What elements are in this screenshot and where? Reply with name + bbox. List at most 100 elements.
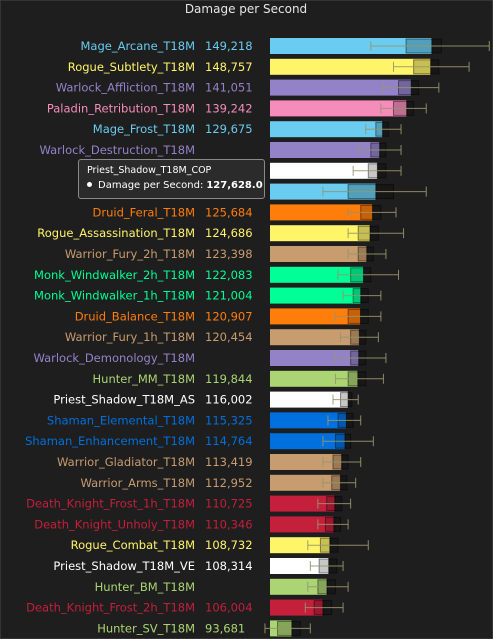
- value-label: 119,844: [205, 372, 253, 386]
- bar-row[interactable]: Death_Knight_Unholy_T18M 110,346: [34, 516, 349, 533]
- value-label: 120,907: [205, 309, 253, 323]
- bar-row[interactable]: Shaman_Enhancement_T18M 114,764: [25, 433, 374, 450]
- bar: [270, 204, 373, 221]
- category-label: Priest_Shadow_T18M_VE: [53, 559, 195, 573]
- category-label: Monk_Windwalker_1h_T18M: [34, 289, 195, 303]
- value-label: 93,681: [205, 621, 245, 635]
- bar: [270, 266, 364, 283]
- bar: [270, 79, 412, 96]
- bar-row[interactable]: Rogue_Assassination_T18M 124,686: [37, 225, 405, 242]
- bar-row[interactable]: Warrior_Gladiator_T18M 113,419: [57, 454, 362, 470]
- category-label: Death_Knight_Frost_1h_T18M: [26, 497, 195, 511]
- value-label: 120,454: [205, 330, 253, 344]
- category-label: Druid_Feral_T18M: [93, 205, 195, 219]
- bar-row[interactable]: Paladin_Retribution_T18M 139,242: [47, 100, 427, 117]
- bar: [270, 454, 342, 470]
- category-label: Death_Knight_Unholy_T18M: [34, 517, 195, 531]
- bar-row[interactable]: Druid_Balance_T18M 120,907: [75, 308, 382, 325]
- value-label: 124,686: [205, 226, 253, 240]
- category-label: Monk_Windwalker_2h_T18M: [34, 268, 195, 282]
- bar-row[interactable]: Hunter_MM_T18M 119,844: [93, 370, 384, 387]
- bar: [270, 433, 346, 450]
- bar: [270, 225, 371, 242]
- tooltip: Priest_Shadow_T18M_COP Damage per Second…: [78, 159, 265, 199]
- value-label: 148,757: [205, 60, 253, 74]
- bar-row[interactable]: Warrior_Fury_1h_T18M 120,454: [65, 329, 379, 346]
- bar-row[interactable]: Hunter_SV_T18M 93,681: [97, 620, 311, 637]
- category-label: Warlock_Demonology_T18M: [33, 351, 195, 365]
- bar-row[interactable]: Warrior_Fury_2h_T18M 123,398: [65, 246, 387, 262]
- bar: [270, 58, 431, 75]
- category-label: Hunter_MM_T18M: [93, 372, 195, 386]
- bar-row[interactable]: Warlock_Affliction_T18M 141,051: [56, 79, 440, 96]
- bar: [270, 287, 361, 304]
- bar-row[interactable]: Monk_Windwalker_2h_T18M 122,083: [34, 266, 400, 283]
- bar: [270, 142, 380, 158]
- bar: [270, 537, 330, 554]
- category-label: Hunter_BM_T18M: [95, 580, 195, 594]
- bar: [270, 100, 407, 117]
- category-label: Rogue_Assassination_T18M: [37, 226, 195, 240]
- category-label: Warlock_Destruction_T18M: [39, 143, 195, 157]
- bar-row[interactable]: Warrior_Arms_T18M 112,952: [80, 474, 357, 491]
- value-label: 139,242: [205, 101, 253, 115]
- value-label: 112,952: [205, 476, 253, 490]
- value-label: 116,002: [205, 393, 253, 407]
- bar-row[interactable]: Priest_Shadow_T18M_VE 108,314: [53, 558, 344, 574]
- category-label: Warrior_Arms_T18M: [80, 476, 195, 490]
- value-label: 110,346: [205, 517, 253, 531]
- bar: [270, 495, 335, 512]
- value-label: 125,684: [205, 205, 253, 219]
- value-label: 113,419: [205, 455, 253, 469]
- category-label: Death_Knight_Frost_2h_T18M: [26, 601, 195, 615]
- bar-row[interactable]: Rogue_Combat_T18M 108,732: [71, 537, 369, 554]
- value-label: 115,325: [205, 413, 253, 427]
- bar-row[interactable]: Death_Knight_Frost_2h_T18M 106,004: [26, 599, 344, 616]
- bar: [270, 391, 349, 408]
- category-label: Rogue_Subtlety_T18M: [68, 60, 195, 74]
- bar-row[interactable]: Priest_Shadow_T18M_AS 116,002: [53, 391, 359, 408]
- category-label: Priest_Shadow_T18M_AS: [53, 393, 195, 407]
- chart-title: Damage per Second: [185, 2, 307, 16]
- bar-row[interactable]: Mage_Arcane_T18M 149,218: [80, 38, 490, 54]
- bar: [270, 308, 361, 325]
- bar: [270, 38, 432, 54]
- tooltip-label: Damage per Second:: [98, 180, 204, 191]
- value-label: 108,732: [205, 538, 253, 552]
- category-label: Warlock_Affliction_T18M: [56, 81, 195, 95]
- category-label: Shaman_Elemental_T18M: [47, 413, 195, 427]
- value-label: 122,083: [205, 268, 253, 282]
- value-label: 141,051: [205, 81, 253, 95]
- bar: [270, 121, 383, 138]
- category-label: Rogue_Combat_T18M: [71, 538, 195, 552]
- value-label: 108,314: [205, 559, 253, 573]
- tooltip-value: 127,628.0: [206, 180, 263, 191]
- bar: [270, 578, 327, 595]
- value-label: 106,004: [205, 601, 253, 615]
- bar-row[interactable]: Mage_Frost_T18M 129,675: [93, 121, 402, 138]
- value-label: 110,725: [205, 497, 253, 511]
- bar: [270, 350, 359, 366]
- bar-row[interactable]: Hunter_BM_T18M: [95, 578, 349, 595]
- bar: [270, 246, 367, 262]
- category-label: Warrior_Fury_2h_T18M: [65, 247, 195, 261]
- tooltip-dot-icon: [87, 181, 92, 187]
- category-label: Mage_Arcane_T18M: [80, 39, 195, 53]
- bar-row[interactable]: Monk_Windwalker_1h_T18M 121,004: [34, 287, 382, 304]
- bar-row[interactable]: [270, 183, 427, 200]
- bar-row[interactable]: Death_Knight_Frost_1h_T18M 110,725: [26, 495, 352, 512]
- bar-row[interactable]: Warlock_Destruction_T18M: [39, 142, 402, 158]
- bar-row[interactable]: Rogue_Subtlety_T18M 148,757: [68, 58, 470, 75]
- bar-row[interactable]: Warlock_Demonology_T18M: [33, 350, 387, 366]
- bar: [270, 599, 323, 616]
- bar-row[interactable]: Druid_Feral_T18M 125,684: [93, 204, 397, 221]
- bar-row[interactable]: Shaman_Elemental_T18M 115,325: [47, 412, 362, 429]
- category-label: Druid_Balance_T18M: [75, 309, 195, 323]
- category-label: Hunter_SV_T18M: [97, 621, 195, 635]
- value-label: 129,675: [205, 122, 253, 136]
- bar: [270, 329, 360, 346]
- bar: [270, 558, 329, 574]
